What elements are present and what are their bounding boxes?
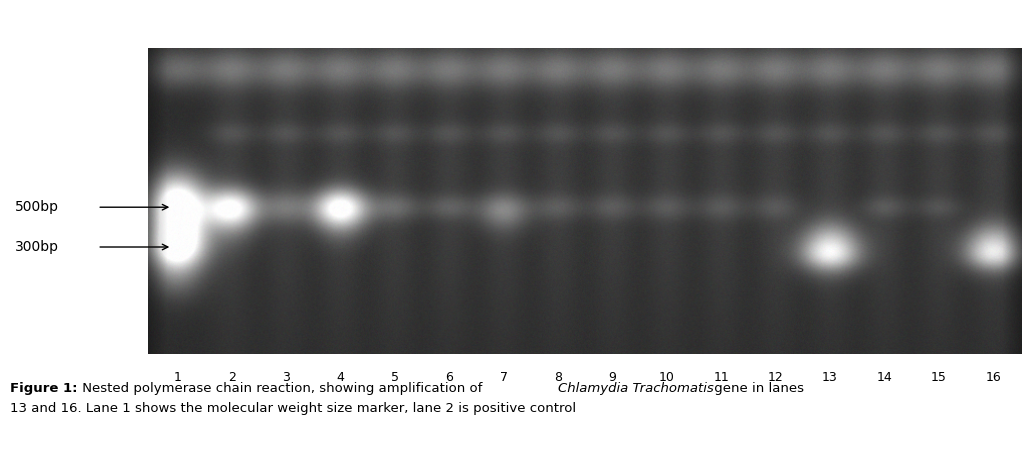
Text: 2: 2 [227, 371, 236, 383]
Text: gene in lanes: gene in lanes [710, 382, 804, 395]
Text: 8: 8 [554, 371, 562, 383]
Text: Chlamydia Trachomatis: Chlamydia Trachomatis [558, 382, 714, 395]
Text: 300bp: 300bp [15, 240, 59, 254]
Text: 14: 14 [877, 371, 892, 383]
Text: 11: 11 [714, 371, 729, 383]
Text: 500bp: 500bp [15, 200, 59, 214]
Text: 7: 7 [500, 371, 508, 383]
Text: Figure 1:: Figure 1: [10, 382, 78, 395]
Text: 4: 4 [337, 371, 344, 383]
Text: 1: 1 [173, 371, 181, 383]
Text: 13: 13 [822, 371, 838, 383]
Text: 15: 15 [931, 371, 946, 383]
Text: 13 and 16. Lane 1 shows the molecular weight size marker, lane 2 is positive con: 13 and 16. Lane 1 shows the molecular we… [10, 402, 577, 415]
Text: 9: 9 [608, 371, 616, 383]
Text: 16: 16 [985, 371, 1001, 383]
Text: 12: 12 [768, 371, 783, 383]
Text: Nested polymerase chain reaction, showing amplification of: Nested polymerase chain reaction, showin… [78, 382, 486, 395]
Text: 5: 5 [391, 371, 399, 383]
Text: 3: 3 [283, 371, 290, 383]
Text: 6: 6 [445, 371, 454, 383]
Text: 10: 10 [658, 371, 675, 383]
